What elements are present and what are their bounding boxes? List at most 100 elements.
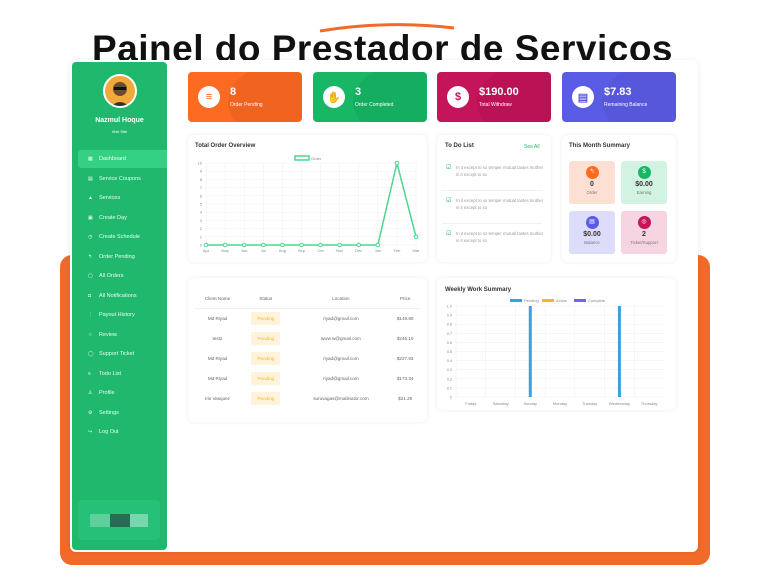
stat-value: $7.83 xyxy=(604,86,632,98)
sidebar-item-support-ticket[interactable]: ◯ Support Ticket xyxy=(78,345,167,363)
bar[interactable] xyxy=(528,306,532,397)
table-cell: Pending xyxy=(240,388,291,408)
sidebar-item-order-pending[interactable]: ↰ Order Pending xyxy=(78,248,167,266)
sidebar-item-service-coupons[interactable]: ▤ Service Coupons xyxy=(78,170,167,188)
data-point[interactable] xyxy=(356,242,362,248)
sidebar-item-label: Services xyxy=(99,195,121,201)
data-point[interactable] xyxy=(280,242,285,248)
sidebar-item-create-day[interactable]: ▣ Create Day xyxy=(78,209,167,227)
y-tick-label: 0.2 xyxy=(447,377,452,381)
stat-card-remaining-balance[interactable]: ▤ $7.83 Remaining Balance xyxy=(562,72,676,122)
stat-card-order-pending[interactable]: ≡ 8 Order Pending xyxy=(188,72,302,122)
todo-panel xyxy=(437,135,551,262)
todo-text: In it except to so temper mutual tastes … xyxy=(456,198,544,210)
see-all-link[interactable]: See All xyxy=(524,144,540,150)
data-point[interactable] xyxy=(413,234,419,240)
sidebar-item-services[interactable]: ▲ Services xyxy=(78,189,167,207)
check-icon: ☑ xyxy=(446,198,452,204)
summary-icon: ◎ xyxy=(637,216,651,229)
sidebar-item-label: Settings xyxy=(99,409,119,416)
footer-logo-mark xyxy=(110,514,130,527)
x-tick-label: Aug xyxy=(279,248,286,253)
orders-table: Client Name Status Location Price Md Riyad Pe… xyxy=(195,290,420,408)
sidebar-item-all-notifications[interactable]: ◘ All Notifications xyxy=(78,287,167,305)
sidebar-item-dashboard[interactable]: ▦ Dashboard xyxy=(78,150,167,168)
data-point[interactable] xyxy=(203,242,209,248)
list-icon: ≡ xyxy=(198,86,220,108)
orders-icon: ▢ xyxy=(88,273,93,279)
x-tick-label: Mar xyxy=(413,248,421,253)
table-cell: www.w@gmail.com xyxy=(291,328,390,348)
cell-text: Iris Vasquez xyxy=(205,395,230,401)
swoosh-decoration xyxy=(319,23,455,33)
summary-value: 0 xyxy=(590,181,594,188)
table-row[interactable]: test2 Pending www.w@gmail.com $246.10 xyxy=(195,328,420,348)
cell-text: $149.80 xyxy=(396,315,414,321)
cell-text: riyad@gmail.com xyxy=(323,375,359,381)
table-row[interactable]: Md Riyad Pending riyad@gmail.com $149.80 xyxy=(195,308,420,328)
todo-item[interactable]: ☑ In it except to so temper mutual tastes… xyxy=(446,230,546,244)
footer-logo-text xyxy=(130,514,148,527)
avatar[interactable] xyxy=(103,74,137,108)
y-tick-label: 7 xyxy=(200,185,203,190)
sidebar-item-label: Todo List xyxy=(99,370,122,377)
status-badge: Pending xyxy=(251,311,281,325)
table-row[interactable]: Md Riyad Pending riyad@gmail.com $227.93 xyxy=(195,348,420,368)
table-cell: $246.10 xyxy=(390,328,420,348)
x-tick-label: Jan xyxy=(375,248,381,253)
table-cell: test2 xyxy=(195,328,240,348)
summary-label: Order xyxy=(586,190,598,195)
y-tick-label: 8 xyxy=(200,177,203,182)
table-row[interactable]: Md Riyad Pending riyad@gmail.com $173.34 xyxy=(195,368,420,388)
cell-text: Md Riyad xyxy=(207,315,228,321)
sidebar-item-label: All Orders xyxy=(99,273,124,279)
summary-label: Earning xyxy=(636,190,652,195)
list-icon: ≡ xyxy=(88,370,91,377)
sidebar-item-profile[interactable]: ♙ Profile xyxy=(78,384,167,402)
sidebar-item-log-out[interactable]: ↪ Log Out xyxy=(78,423,167,441)
data-point[interactable] xyxy=(337,242,342,248)
divider xyxy=(442,190,542,191)
invoice-icon: ▤ xyxy=(572,86,594,108)
data-point[interactable] xyxy=(375,242,381,248)
data-point[interactable] xyxy=(222,242,228,248)
user-name: Nazmul Hoque xyxy=(95,117,144,124)
card-decoration xyxy=(477,72,551,122)
sidebar-item-payout-history[interactable]: ⋮ Payout History xyxy=(78,306,167,324)
status-badge: Pending xyxy=(251,391,281,405)
summary-ticket-support: ◎ 2 Ticket/Support xyxy=(621,211,667,254)
bar[interactable] xyxy=(617,306,621,397)
sidebar-item-settings[interactable]: ⚙ Settings xyxy=(78,404,167,422)
y-tick-label: 0.6 xyxy=(447,341,452,345)
sidebar-item-label: Profile xyxy=(99,390,115,396)
data-point[interactable] xyxy=(260,242,266,248)
stat-card-order-completed[interactable]: ✋ 3 Order Completed xyxy=(313,72,427,122)
table-cell: $21.28 xyxy=(390,388,420,408)
x-tick-label: Saturday xyxy=(493,401,509,406)
column-header: Price xyxy=(390,290,420,309)
x-tick-label: Friday xyxy=(465,401,476,406)
table-row[interactable]: Iris Vasquez Pending suruvagas@mailinator.… xyxy=(195,388,420,408)
todo-item[interactable]: ☑ In it except to so temper mutual tastes… xyxy=(442,164,546,191)
cell-text: $21.28 xyxy=(398,395,413,401)
data-point[interactable] xyxy=(394,160,400,166)
cell-text: suruvagas@mailinator.com xyxy=(313,395,369,401)
stat-card-total-withdraw[interactable]: $ $190.00 Total Withdraw xyxy=(437,72,551,122)
data-point[interactable] xyxy=(318,242,323,248)
sidebar-item-all-orders[interactable]: ▢ All Orders xyxy=(78,267,167,285)
visit-site-link[interactable]: Visit Site xyxy=(111,129,128,134)
x-tick-label: Jun xyxy=(241,248,247,253)
sidebar-item-create-schedule[interactable]: ◷ Create Schedule xyxy=(78,228,167,246)
todo-item[interactable]: ☑ In it except to so temper mutual tastes… xyxy=(442,197,546,224)
services-icon: ▲ xyxy=(88,195,93,201)
x-tick-label: Oct xyxy=(317,248,324,253)
data-point[interactable] xyxy=(299,242,304,248)
sidebar-item-review[interactable]: ☆ Review xyxy=(78,326,167,344)
cell-text: riyad@gmail.com xyxy=(323,315,359,321)
x-tick-label: May xyxy=(221,248,229,253)
todo-title: To Do List xyxy=(445,143,474,149)
summary-value: $0.00 xyxy=(583,231,601,238)
sidebar-item-todo-list[interactable]: ≡ Todo List xyxy=(78,365,167,383)
data-point[interactable] xyxy=(241,242,247,248)
sidebar-item-label: Create Schedule xyxy=(99,234,140,240)
